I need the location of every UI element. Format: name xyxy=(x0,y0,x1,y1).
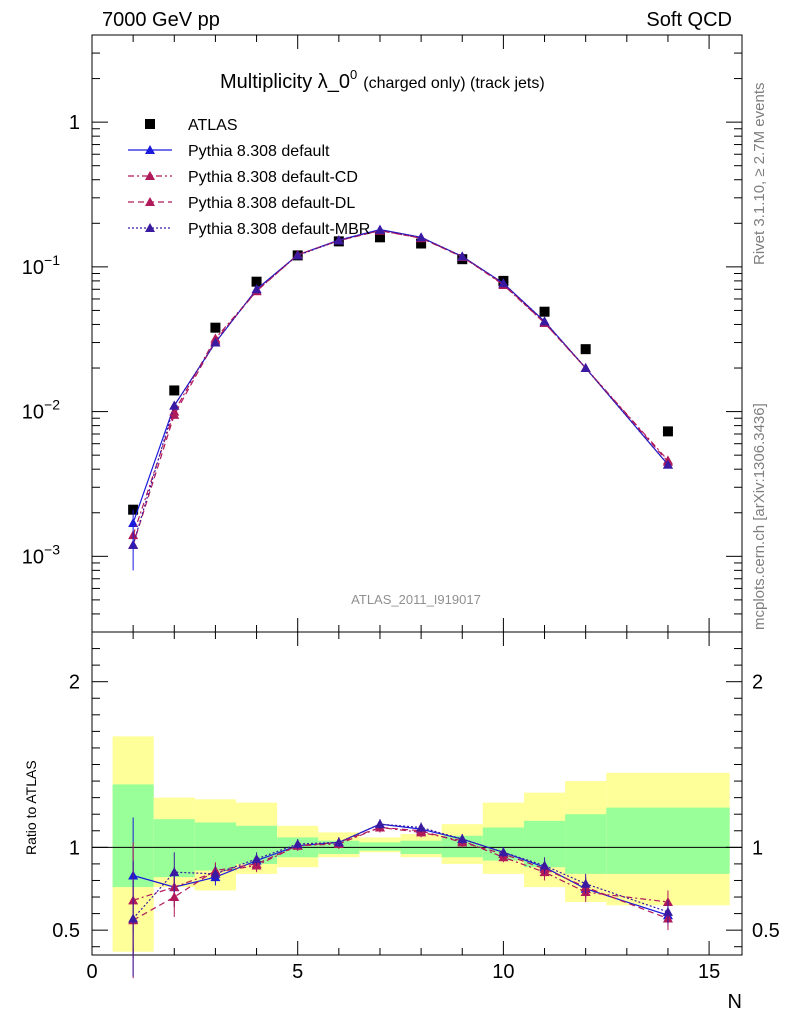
mc-line xyxy=(132,230,669,536)
green-band-bin xyxy=(606,807,730,874)
ratio-tick-label: 2 xyxy=(69,672,80,694)
ratio-point xyxy=(662,906,673,916)
ratio-y-axis-label: Ratio to ATLAS xyxy=(23,760,39,855)
x-tick-label: 0 xyxy=(86,961,97,983)
mc-point xyxy=(662,459,673,469)
mc-point xyxy=(580,363,591,373)
legend-marker xyxy=(145,145,155,154)
mc-point xyxy=(169,400,180,410)
ratio-tick-label-right: 2 xyxy=(752,672,763,694)
legend-marker xyxy=(145,223,155,232)
atlas-point xyxy=(374,232,385,243)
y-tick-label: 10−2 xyxy=(22,397,60,424)
y-tick-label: 10−3 xyxy=(22,541,60,568)
ratio-point xyxy=(580,878,591,888)
x-tick-label: 15 xyxy=(698,961,720,983)
mc-point xyxy=(169,409,180,419)
x-tick-label: 10 xyxy=(492,961,514,983)
y-tick-label: 10−1 xyxy=(22,252,60,279)
atlas-point xyxy=(416,238,427,249)
mc-line xyxy=(132,229,669,546)
green-band-bin xyxy=(359,842,401,851)
chart-title-sup: 0 xyxy=(350,67,357,82)
ratio-tick-label-right: 1 xyxy=(752,837,763,859)
x-tick-label: 5 xyxy=(292,961,303,983)
ratio-point xyxy=(210,868,221,878)
x-axis-label: N xyxy=(728,991,742,1013)
mc-point xyxy=(457,251,468,261)
legend-marker xyxy=(145,171,155,180)
ratio-point xyxy=(333,837,344,847)
ratio-bands xyxy=(112,736,730,952)
mc-point xyxy=(539,316,550,326)
ratio-point xyxy=(374,819,385,829)
analysis-id: ATLAS_2011_I919017 xyxy=(351,592,481,607)
chart-title-suffix: (charged only) (track jets) xyxy=(363,75,544,92)
mc-point xyxy=(374,224,385,234)
axis-ticks xyxy=(91,34,742,955)
atlas-point xyxy=(580,344,591,355)
atlas-point xyxy=(251,276,262,287)
ratio-point xyxy=(251,853,262,863)
y-tick-label: 1 xyxy=(69,112,80,134)
mc-point xyxy=(292,250,303,260)
legend-label: Pythia 8.308 default-MBR xyxy=(188,221,370,238)
ratio-point xyxy=(128,913,139,923)
data-series xyxy=(128,224,673,979)
mcplots-label: mcplots.cern.ch [arXiv:1306.3436] xyxy=(751,403,768,630)
ratio-tick-label-right: 0.5 xyxy=(752,920,780,942)
mc-point xyxy=(210,337,221,347)
legend-label: ATLAS xyxy=(188,117,238,134)
ratio-point xyxy=(457,834,468,844)
mc-point xyxy=(416,232,427,242)
mc-line xyxy=(132,230,669,546)
ratio-frame xyxy=(91,631,743,956)
legend-marker xyxy=(145,197,155,206)
ratio-point xyxy=(169,867,180,877)
mc-line xyxy=(132,228,669,524)
ratio-point xyxy=(498,847,509,857)
mc-point xyxy=(333,235,344,245)
atlas-point xyxy=(539,306,550,317)
ratio-point xyxy=(169,892,180,902)
ratio-tick-label: 1 xyxy=(69,837,80,859)
axis-tick-labels: 0 5 10 15 1 10−1 10−2 10−3 0.5 0.5 1 1 2 2 xyxy=(22,112,780,983)
atlas-point xyxy=(210,322,221,333)
legend-label: Pythia 8.308 default-DL xyxy=(188,195,355,212)
header-right: Soft QCD xyxy=(646,9,732,31)
legend-label: Pythia 8.308 default xyxy=(188,143,330,160)
ratio-point xyxy=(416,822,427,832)
atlas-point xyxy=(169,385,180,396)
chart-title: Multiplicity λ_00 (charged only) (track j… xyxy=(220,67,545,93)
legend: ATLAS Pythia 8.308 default Pythia 8.308 de… xyxy=(128,117,370,238)
green-band-bin xyxy=(565,814,607,874)
atlas-point xyxy=(662,426,673,437)
rivet-label: Rivet 3.1.10, ≥ 2.7M events xyxy=(751,83,768,266)
mc-point xyxy=(251,284,262,294)
ratio-point xyxy=(292,839,303,849)
mc-point xyxy=(498,278,509,288)
chart-title-main: Multiplicity λ_0 xyxy=(220,71,350,93)
legend-label: Pythia 8.308 default-CD xyxy=(188,169,358,186)
ratio-tick-label: 0.5 xyxy=(52,920,80,942)
ratio-point xyxy=(539,860,550,870)
legend-marker xyxy=(145,119,155,129)
header-left: 7000 GeV pp xyxy=(102,9,220,31)
